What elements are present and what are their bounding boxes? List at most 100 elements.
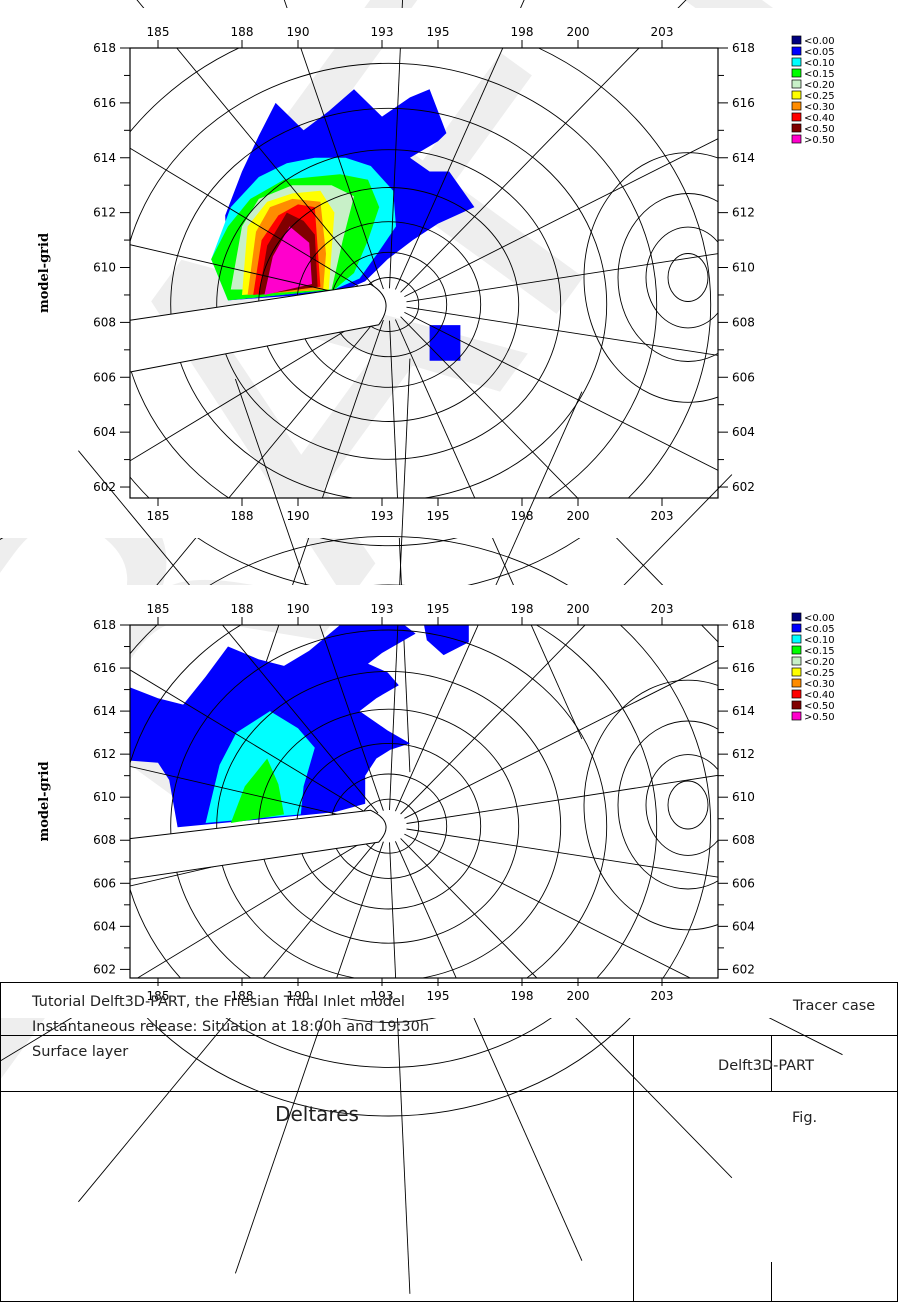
y-tick-label-right: 608 <box>732 833 755 847</box>
legend-swatch <box>791 678 802 688</box>
legend-label: <0.10 <box>804 635 835 646</box>
y-tick-label-left: 604 <box>93 919 116 933</box>
legend-swatch <box>791 123 802 133</box>
y-tick-label-right: 602 <box>732 962 755 976</box>
y-tick-label-left: 616 <box>93 96 116 110</box>
y-tick-label-left: 616 <box>93 661 116 675</box>
title-line-1: Tutorial Delft3D-PART, the Friesian Tida… <box>31 994 405 1010</box>
legend-swatch <box>791 656 802 666</box>
y-tick-label-right: 616 <box>732 661 755 675</box>
x-tick-label-bottom: 188 <box>231 989 254 1003</box>
x-tick-label-top: 195 <box>427 602 450 616</box>
y-tick-label-right: 604 <box>732 425 755 439</box>
organization-name: Deltares <box>275 1102 359 1126</box>
legend-swatch <box>791 79 802 89</box>
x-tick-label-bottom: 185 <box>147 989 170 1003</box>
x-tick-label-top: 185 <box>147 602 170 616</box>
y-tick-label-left: 610 <box>93 261 116 275</box>
contour-band <box>205 711 315 823</box>
contour-band <box>264 226 312 295</box>
y-tick-label-left: 614 <box>93 151 116 165</box>
legend-swatch <box>791 623 802 633</box>
legend-label: <0.40 <box>804 690 835 701</box>
x-tick-label-bottom: 188 <box>231 509 254 523</box>
legend-label: <0.25 <box>804 668 835 679</box>
legend-label: <0.05 <box>804 624 835 635</box>
y-tick-label-right: 602 <box>732 480 755 494</box>
x-tick-label-top: 203 <box>651 602 674 616</box>
legend-label: <0.50 <box>804 124 835 135</box>
fig-label: Fig. <box>792 1110 817 1126</box>
x-tick-label-bottom: 200 <box>567 989 590 1003</box>
y-tick-label-right: 614 <box>732 151 755 165</box>
x-tick-label-top: 198 <box>511 25 534 39</box>
y-tick-label-left: 610 <box>93 790 116 804</box>
y-tick-label-right: 608 <box>732 315 755 329</box>
y-tick-label-right: 610 <box>732 790 755 804</box>
y-axis-label: model-grid <box>37 233 52 313</box>
legend-swatch <box>791 90 802 100</box>
x-tick-label-bottom: 195 <box>427 509 450 523</box>
legend-label: <0.20 <box>804 80 835 91</box>
x-tick-label-bottom: 198 <box>511 509 534 523</box>
y-tick-label-left: 618 <box>93 41 116 55</box>
contour-plot-2: 185 185 188 188 190 190 193 193 195 195 198 198 200 2… <box>0 358 898 1294</box>
legend-swatch <box>791 112 802 122</box>
x-tick-label-top: 190 <box>287 25 310 39</box>
y-tick-label-left: 602 <box>93 962 116 976</box>
y-tick-label-right: 610 <box>732 261 755 275</box>
plot-frame <box>129 47 719 499</box>
y-tick-label-right: 612 <box>732 747 755 761</box>
title-line-3: Surface layer <box>32 1044 128 1060</box>
y-tick-label-left: 612 <box>93 747 116 761</box>
x-tick-label-top: 190 <box>287 602 310 616</box>
legend-label: <0.00 <box>804 613 835 624</box>
legend-label: <0.40 <box>804 113 835 124</box>
y-axis-label: model-grid <box>37 761 52 841</box>
legend-label: >0.50 <box>804 135 835 146</box>
legend-swatch <box>791 711 802 721</box>
x-tick-label-bottom: 203 <box>651 509 674 523</box>
legend-swatch <box>791 667 802 677</box>
x-tick-label-bottom: 190 <box>287 509 310 523</box>
x-tick-label-top: 193 <box>371 602 394 616</box>
y-tick-label-right: 604 <box>732 919 755 933</box>
title-line-2: Instantaneous release: Situation at 18:0… <box>32 1019 429 1035</box>
x-tick-label-top: 185 <box>147 25 170 39</box>
legend-label: >0.50 <box>804 712 835 723</box>
x-tick-label-top: 188 <box>231 602 254 616</box>
legend-label: <0.15 <box>804 646 835 657</box>
y-tick-label-left: 606 <box>93 370 116 384</box>
legend-label: <0.15 <box>804 69 835 80</box>
legend-label: <0.50 <box>804 701 835 712</box>
x-tick-label-top: 200 <box>567 25 590 39</box>
y-tick-label-right: 614 <box>732 704 755 718</box>
y-tick-label-left: 608 <box>93 315 116 329</box>
x-tick-label-bottom: 193 <box>371 989 394 1003</box>
x-tick-label-bottom: 193 <box>371 509 394 523</box>
contour-band <box>230 758 284 823</box>
jetty-land <box>129 283 387 373</box>
x-tick-label-bottom: 185 <box>147 509 170 523</box>
y-tick-label-right: 616 <box>732 96 755 110</box>
x-tick-label-bottom: 203 <box>651 989 674 1003</box>
legend-swatch <box>791 68 802 78</box>
y-tick-label-left: 618 <box>93 618 116 632</box>
x-tick-label-top: 200 <box>567 602 590 616</box>
y-tick-label-left: 612 <box>93 206 116 220</box>
x-tick-label-top: 188 <box>231 25 254 39</box>
product-label: Delft3D-PART <box>718 1058 814 1074</box>
contour-bands <box>130 625 469 828</box>
legend: <0.00<0.05<0.10<0.15<0.20<0.25<0.30<0.40… <box>791 35 835 146</box>
y-tick-label-right: 606 <box>732 876 755 890</box>
y-tick-label-right: 618 <box>732 618 755 632</box>
legend-swatch <box>791 634 802 644</box>
y-tick-label-left: 602 <box>93 480 116 494</box>
legend: <0.00<0.05<0.10<0.15<0.20<0.25<0.30<0.40… <box>791 612 835 723</box>
x-tick-label-top: 193 <box>371 25 394 39</box>
x-tick-label-bottom: 200 <box>567 509 590 523</box>
legend-swatch <box>791 46 802 56</box>
y-tick-label-left: 606 <box>93 876 116 890</box>
contour-band <box>429 325 461 361</box>
legend-swatch <box>791 645 802 655</box>
